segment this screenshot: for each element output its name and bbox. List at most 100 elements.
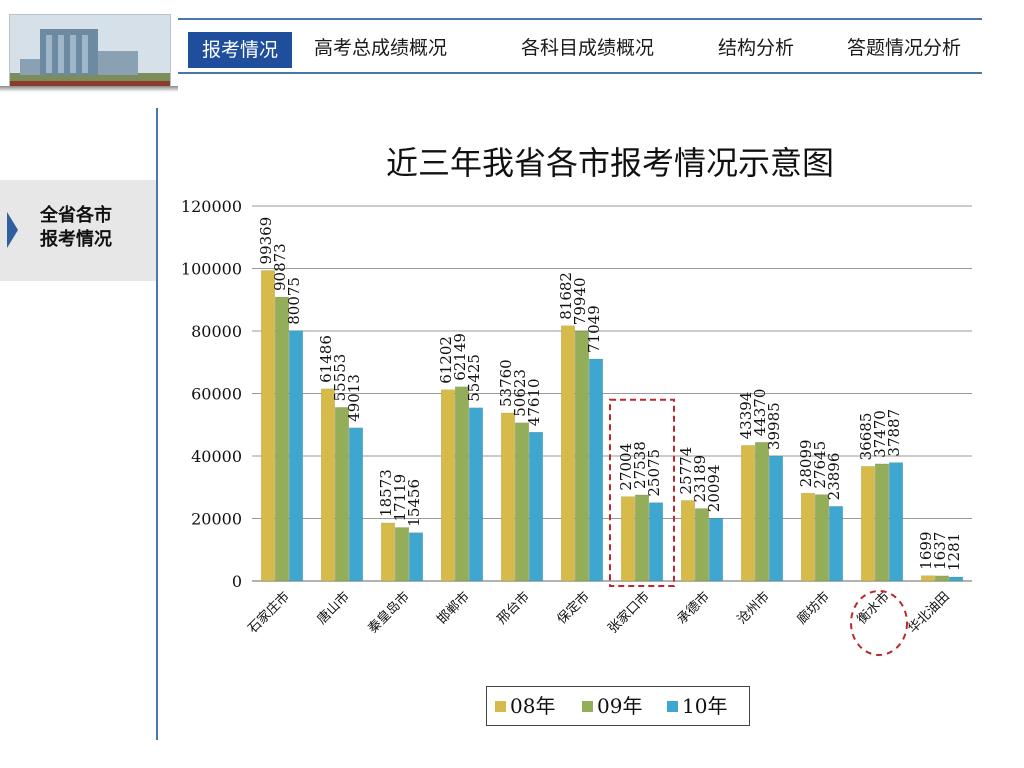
data-label: 28099 xyxy=(797,439,815,487)
sidebar-item-province-report[interactable]: 全省各市 报考情况 xyxy=(0,180,156,281)
x-tick-label: 沧州市 xyxy=(734,589,773,628)
data-label: 1281 xyxy=(945,533,963,571)
bar xyxy=(275,296,289,582)
legend-swatch-10 xyxy=(667,701,678,712)
data-label: 18573 xyxy=(377,469,395,517)
legend-label-10: 10年 xyxy=(682,694,728,718)
tab-structure-analysis[interactable]: 结构分析 xyxy=(718,37,795,59)
data-label: 27004 xyxy=(617,443,635,491)
bar xyxy=(575,330,589,582)
bar xyxy=(261,270,275,582)
data-label: 37470 xyxy=(871,410,889,458)
data-label: 1699 xyxy=(917,532,935,570)
top-nav: 报考情况 高考总成绩概况 各科目成绩概况 结构分析 答题情况分析 xyxy=(178,18,982,74)
x-tick-label: 邢台市 xyxy=(494,589,533,628)
legend-label-08: 08年 xyxy=(510,694,556,718)
legend-label-09: 09年 xyxy=(597,694,643,718)
data-label: 15456 xyxy=(405,479,423,527)
y-tick-label: 100000 xyxy=(181,260,242,279)
bar xyxy=(349,427,363,582)
y-tick-label: 20000 xyxy=(191,510,242,529)
bar xyxy=(395,527,409,582)
bar xyxy=(709,517,723,582)
bar xyxy=(381,522,395,582)
data-label: 43394 xyxy=(737,392,755,440)
data-label: 39985 xyxy=(765,402,783,450)
tab-report-status[interactable]: 报考情况 xyxy=(188,32,293,68)
data-label: 23189 xyxy=(691,455,709,503)
data-label: 55553 xyxy=(331,354,349,402)
x-tick-label: 邯郸市 xyxy=(434,589,473,628)
data-label: 80075 xyxy=(285,277,303,325)
bar xyxy=(695,508,709,582)
bar xyxy=(501,412,515,582)
sidebar-divider xyxy=(156,108,158,740)
legend-item-10: 10年 xyxy=(667,694,727,718)
data-label: 50623 xyxy=(511,369,529,417)
data-label: 55425 xyxy=(465,354,483,402)
bar xyxy=(561,325,575,582)
data-label: 1637 xyxy=(931,532,949,570)
data-label: 71049 xyxy=(585,305,603,353)
bar xyxy=(935,575,949,582)
bar xyxy=(335,407,349,582)
data-label: 79940 xyxy=(571,277,589,325)
bar xyxy=(681,500,695,582)
data-label: 49013 xyxy=(345,374,363,422)
bar xyxy=(949,576,963,582)
legend-item-08: 08年 xyxy=(495,694,555,718)
header-shadow xyxy=(0,86,178,92)
bar xyxy=(769,455,783,582)
bar xyxy=(409,532,423,582)
chart-title: 近三年我省各市报考情况示意图 xyxy=(385,144,834,182)
bar xyxy=(455,386,469,582)
nav-divider-bottom xyxy=(178,72,982,74)
bar xyxy=(441,389,455,582)
legend-swatch-08 xyxy=(495,701,506,712)
bar xyxy=(741,445,755,582)
bar xyxy=(829,506,843,582)
bar xyxy=(515,422,529,582)
bar xyxy=(649,502,663,582)
data-label: 90873 xyxy=(271,243,289,291)
x-tick-label: 华北油田 xyxy=(905,589,952,636)
chart-legend: 08年 09年 10年 xyxy=(486,686,750,726)
x-tick-label: 廊坊市 xyxy=(794,589,833,628)
data-label: 62149 xyxy=(451,333,469,381)
tab-total-score[interactable]: 高考总成绩概况 xyxy=(314,37,448,59)
x-tick-label: 保定市 xyxy=(554,589,593,628)
x-tick-label: 衡水市 xyxy=(854,589,893,628)
x-tick-label: 秦皇岛市 xyxy=(365,589,413,637)
bar xyxy=(801,492,815,582)
y-tick-label: 60000 xyxy=(191,385,242,404)
bar xyxy=(621,496,635,582)
data-label: 23896 xyxy=(825,453,843,501)
data-label: 47610 xyxy=(525,379,543,427)
legend-item-09: 09年 xyxy=(582,694,642,718)
data-label: 17119 xyxy=(391,474,409,522)
sidebar-item-label-line1: 全省各市 xyxy=(40,205,112,226)
bar-chart: 0 20000 40000 60000 80000 100000 120000 9936990… xyxy=(181,197,972,656)
bar xyxy=(529,431,543,582)
bar xyxy=(889,462,903,582)
y-tick-label: 0 xyxy=(232,572,242,591)
y-tick-label: 80000 xyxy=(191,322,242,341)
data-label: 61486 xyxy=(317,335,335,383)
bar xyxy=(755,442,769,582)
data-label: 53760 xyxy=(497,359,515,407)
legend-swatch-09 xyxy=(582,701,593,712)
chevron-right-icon xyxy=(7,212,18,248)
tab-subject-score[interactable]: 各科目成绩概况 xyxy=(521,37,655,59)
tab-answer-analysis[interactable]: 答题情况分析 xyxy=(847,37,962,59)
x-tick-label: 石家庄市 xyxy=(245,589,293,637)
bar xyxy=(921,575,935,582)
bar xyxy=(815,494,829,582)
x-tick-label: 唐山市 xyxy=(314,589,353,628)
bar xyxy=(875,463,889,582)
data-label: 36685 xyxy=(857,413,875,461)
highlight-circle xyxy=(850,590,908,656)
bar xyxy=(289,330,303,582)
data-label: 99369 xyxy=(257,217,275,265)
data-label: 27645 xyxy=(811,441,829,489)
y-tick-label: 120000 xyxy=(181,197,242,216)
